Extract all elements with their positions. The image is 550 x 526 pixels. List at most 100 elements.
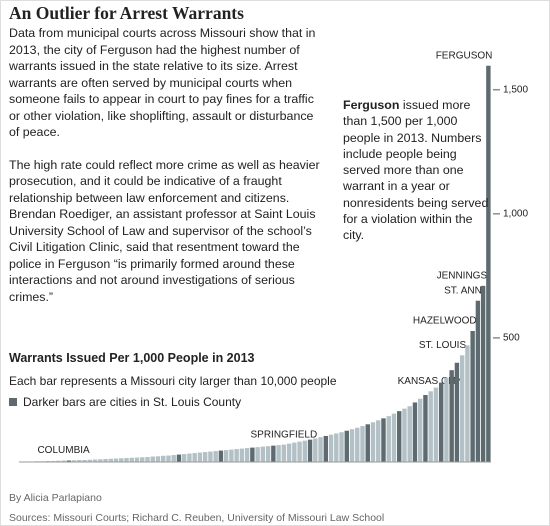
bar — [239, 448, 245, 462]
bar — [355, 427, 360, 462]
chart-title: Warrants Issued Per 1,000 People in 2013 — [9, 351, 255, 365]
bar-label: ST. LOUIS — [419, 340, 467, 351]
bar — [459, 355, 465, 462]
bar-label: FERGUSON — [436, 50, 493, 61]
bar — [134, 457, 140, 462]
bar — [161, 455, 166, 462]
bar — [56, 460, 61, 462]
bar — [176, 454, 182, 462]
bar — [391, 413, 397, 462]
bar — [370, 422, 376, 462]
bar-label: ST. ANN — [444, 285, 482, 296]
bar — [381, 418, 386, 462]
bar — [77, 460, 82, 462]
bar — [171, 455, 176, 462]
bar — [470, 330, 475, 462]
bar — [229, 449, 234, 462]
bar — [129, 457, 134, 462]
bar — [475, 300, 481, 462]
bar — [376, 420, 381, 462]
bar — [281, 444, 287, 462]
bar-label: SPRINGFIELD — [251, 429, 318, 440]
bar — [234, 449, 239, 462]
bar — [465, 345, 470, 462]
bar — [386, 416, 391, 462]
bar — [71, 460, 77, 462]
title: An Outlier for Arrest Warrants — [9, 3, 244, 23]
bar — [323, 435, 329, 462]
legend-swatch — [9, 398, 17, 406]
bar — [140, 457, 145, 462]
bar — [276, 445, 281, 462]
bar — [166, 455, 171, 462]
bar — [454, 362, 460, 462]
bar — [82, 460, 87, 462]
bar — [438, 382, 444, 462]
bar — [313, 438, 318, 462]
y-tick-label: 1,500 — [503, 84, 528, 95]
bar — [417, 398, 423, 462]
paragraph: Data from municipal courts across Missou… — [9, 26, 316, 139]
bar — [103, 459, 108, 462]
chart-subtitle: Each bar represents a Missouri city larg… — [9, 374, 337, 388]
y-tick-label: 1,000 — [503, 209, 528, 220]
bar — [155, 456, 161, 462]
bar-label: JENNINGS — [437, 270, 488, 281]
y-tick-label: 500 — [503, 333, 520, 344]
bar — [244, 448, 250, 462]
byline: By Alicia Parlapiano — [9, 492, 102, 504]
bar — [98, 459, 103, 462]
bar — [202, 452, 208, 462]
legend: Darker bars are cities in St. Louis Coun… — [9, 395, 241, 409]
bar — [286, 443, 292, 462]
bar — [360, 426, 365, 462]
bar — [344, 430, 349, 462]
bar — [192, 453, 197, 462]
bar-label: COLUMBIA — [37, 445, 90, 456]
bar — [108, 458, 113, 462]
bar — [412, 402, 418, 462]
bar — [480, 285, 486, 462]
bar — [181, 454, 187, 462]
annotation-bold: Ferguson — [343, 98, 400, 112]
bar — [302, 440, 308, 462]
bar — [197, 452, 203, 462]
bar — [365, 424, 370, 462]
annotation-text: issued more than 1,500 per 1,000 people … — [343, 98, 489, 243]
sources: Sources: Missouri Courts; Richard C. Reu… — [9, 512, 385, 524]
bar — [208, 451, 213, 462]
bar — [113, 458, 119, 462]
bar — [213, 451, 218, 462]
paragraph: The high rate could reflect more crime a… — [9, 157, 320, 304]
legend-label: Darker bars are cities in St. Louis Coun… — [23, 395, 242, 409]
bar — [444, 377, 449, 462]
bar — [397, 411, 402, 462]
bar — [423, 395, 428, 462]
bar — [92, 459, 98, 462]
bar — [349, 429, 355, 462]
bar — [265, 446, 271, 462]
bar — [449, 370, 454, 462]
bar — [339, 432, 344, 462]
bar — [407, 406, 412, 462]
bar — [433, 387, 439, 462]
bar — [428, 391, 433, 462]
bar — [250, 447, 255, 462]
bar — [486, 65, 491, 462]
bar — [292, 442, 297, 462]
bar — [318, 437, 323, 462]
bar — [307, 439, 313, 462]
bar — [87, 459, 93, 462]
bar — [61, 460, 66, 462]
bar — [255, 447, 260, 462]
bar-label: HAZELWOOD — [413, 316, 477, 327]
bar — [402, 408, 407, 462]
bar — [145, 457, 150, 462]
body-text: Data from municipal courts across Missou… — [9, 25, 327, 321]
bar — [271, 445, 276, 462]
bar — [223, 450, 229, 462]
bar — [66, 460, 72, 462]
bar — [334, 433, 339, 462]
